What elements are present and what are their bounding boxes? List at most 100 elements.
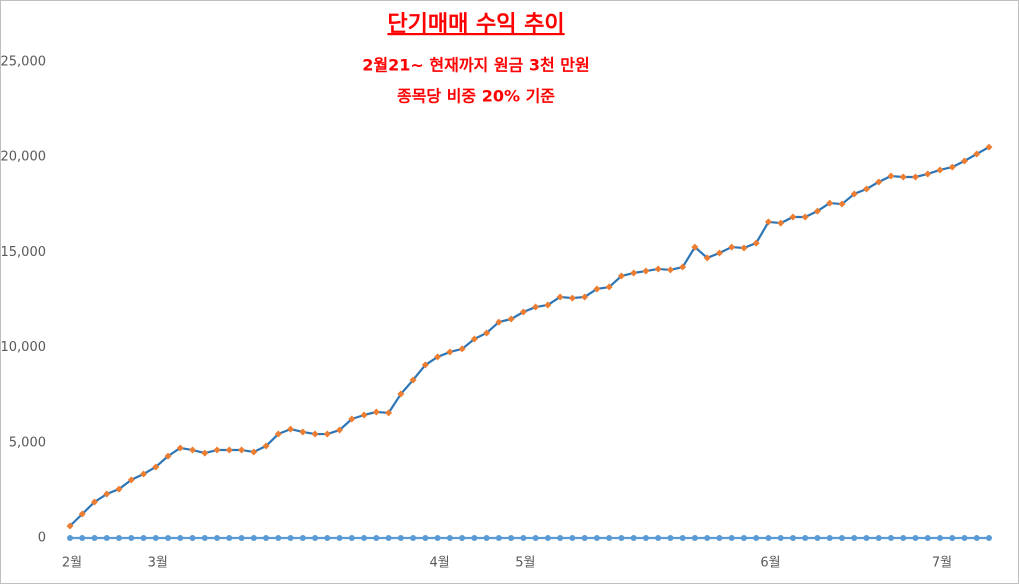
data-point [409,376,417,384]
y-tick-label: 5,000 [9,435,46,450]
data-point [508,535,515,541]
data-point [152,535,159,541]
data-point [324,535,331,541]
data-point [838,200,846,208]
data-point [924,535,931,541]
data-point [568,294,576,302]
data-point [336,535,343,541]
data-point [213,446,221,454]
data-point [826,535,833,541]
data-point [361,535,368,541]
data-point [238,446,246,454]
data-point [862,185,870,193]
data-point [691,243,699,251]
data-point [78,510,86,518]
data-point [323,430,331,438]
data-point [593,285,601,293]
data-point [765,535,772,541]
data-point [826,199,834,207]
data-point [495,318,503,326]
data-point [226,535,233,541]
data-point [299,428,307,436]
data-point [802,535,809,541]
data-point [556,293,564,301]
data-point [471,535,478,541]
data-point [312,535,319,541]
data-point [495,535,502,541]
data-point [348,535,355,541]
data-point [164,452,172,460]
data-point [973,150,981,158]
data-point [299,535,306,541]
data-point [753,535,760,541]
data-point [740,535,747,541]
data-point [887,172,895,180]
data-point [986,535,992,541]
data-point [250,448,258,456]
y-tick-label: 20,000 [1,150,47,165]
data-point [777,219,785,227]
data-point [569,535,576,541]
chart-title: 단기매매 수익 추이 [387,12,564,37]
data-point [201,535,208,541]
data-point [422,535,429,541]
data-point [863,535,870,541]
data-point [520,535,527,541]
data-point [483,535,490,541]
data-point [483,329,491,337]
y-tick-label: 25,000 [1,55,47,70]
data-point [507,315,515,323]
data-point [91,498,99,506]
data-point [924,170,932,178]
data-point [189,535,196,541]
x-tick-label: 3월 [148,556,168,571]
data-point [385,409,393,417]
data-point [581,535,588,541]
data-point [850,190,858,198]
data-point [642,267,650,275]
data-point [152,463,160,471]
data-point [606,535,613,541]
y-tick-label: 0 [38,531,46,546]
data-point [679,263,687,271]
data-point [238,535,245,541]
data-point [875,178,883,186]
data-point [630,535,637,541]
data-point [593,535,600,541]
x-tick-label: 7월 [932,556,952,571]
data-point [311,430,319,438]
data-point [519,308,527,316]
data-point [948,163,956,171]
data-point [838,535,845,541]
data-point [703,254,711,262]
data-point [372,408,380,416]
data-point [679,535,686,541]
data-point [177,535,184,541]
y-tick-label: 10,000 [1,340,47,355]
data-point [103,490,111,498]
data-point [557,535,564,541]
data-point [960,157,968,165]
data-point [287,535,294,541]
data-point [140,535,147,541]
data-point [225,446,233,454]
data-point [667,535,674,541]
x-tick-label: 5월 [515,556,535,571]
data-point [764,218,772,226]
data-point [752,239,760,247]
data-point [617,272,625,280]
data-point [470,335,478,343]
data-point [630,269,638,277]
data-point [336,426,344,434]
data-point [201,449,209,457]
data-point [851,535,858,541]
data-point [777,535,784,541]
data-point [912,535,919,541]
data-point [704,535,711,541]
data-point [900,535,907,541]
data-point [715,249,723,257]
chart-subtitle: 2월21~ 현재까지 원금 3천 만원 [362,56,589,75]
data-point [728,243,736,251]
data-point [666,266,674,274]
